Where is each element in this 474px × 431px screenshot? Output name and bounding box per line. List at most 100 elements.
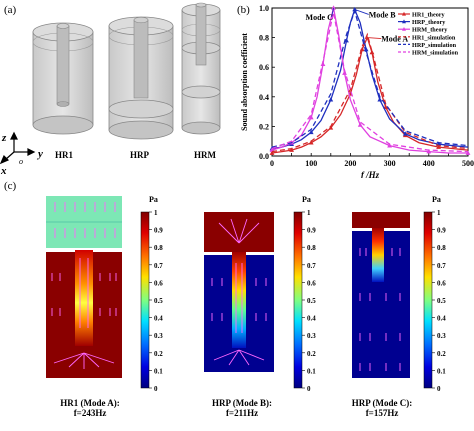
colorbar-tick-label: 0.7 [437,262,446,270]
colorbar-tick-label: 0.8 [154,244,163,252]
series-line-hrp-simulation [271,8,469,148]
annotation-label: Mode A [381,35,408,44]
colorbar-tick-label: 0.2 [154,350,163,358]
series-point [402,131,408,136]
colorbar-tick-label: 0.7 [307,262,316,270]
series-point [269,150,275,155]
colorbar-tick-label: 0.1 [307,367,316,375]
colorbar-tick-label: 0.6 [307,279,316,287]
hrm-model [181,2,221,135]
y-tick-label: 0.8 [259,34,269,43]
colorbar-tick-label: 0.5 [437,297,446,305]
series-point [328,125,334,130]
y-tick-label: 0.0 [259,152,269,161]
panel-label-a: (a) [4,4,17,16]
caption-hr1: HR1 (Mode A): f=243Hz [40,398,140,418]
colorbar-tick-label: 0.8 [437,244,446,252]
series-point [426,148,432,154]
colorbar-tick-label: 0.5 [307,297,316,305]
model-drawings: z y x o [0,2,221,177]
series-point [369,49,375,55]
axis-x-label: x [0,165,7,177]
colorbar-tick-label: 0 [154,385,158,393]
axis-origin-label: o [19,157,23,166]
colorbar-unit-1: Pa [149,195,158,204]
x-axis-label: f /Hz [361,170,380,178]
axis-y-label: y [36,148,43,160]
model-label-hrp: HRP [130,150,149,160]
colorbar-tick-label: 0.6 [154,279,163,287]
colorbar-tick-label: 0.4 [154,315,163,323]
series-point [387,143,392,148]
colorbar-tick-label: 0.2 [437,350,446,358]
series-point [308,140,314,145]
x-tick-label: 0 [270,159,274,168]
series-point [331,5,336,10]
caption-hrp-c-line1: HRP (Mode C): [351,398,413,408]
colorbar-tick-label: 0.3 [307,332,316,340]
annotation-arrow [331,7,334,18]
colorbar-tick-label: 0.1 [437,367,446,375]
colorbar-tick-label: 0.3 [437,332,446,340]
x-tick-label: 300 [384,159,396,168]
series-point [357,122,363,127]
legend-label: HRM_theory [412,27,448,34]
panel-label-c: (c) [4,180,17,192]
colorbar-tick-label: 0.6 [437,279,446,287]
legend-label: HR1_simulation [412,34,456,41]
y-tick-label: 0.2 [259,122,269,131]
series-point [328,97,334,102]
colorbar-tick-label: 0.8 [307,244,316,252]
colorbar-tick-label: 1 [154,209,158,217]
legend-label: HRP_simulation [412,42,457,49]
pressure-fields: Pa 1 0.9 0.8 0.7 0.6 0.5 0.4 0.3 0.2 0.1 0 Pa 1 0.9 0.8… [46,195,446,393]
annotation-arrow [354,9,369,15]
series-point [289,147,294,152]
field-hrp-mode-b [204,212,274,372]
axes-triad [0,131,36,165]
model-label-hrm: HRM [194,150,216,160]
colorbar-tick-label: 0.9 [437,227,446,235]
caption-hrp-b-line1: HRP (Mode B): [212,398,272,408]
legend-marker [402,11,406,16]
model-label-hr1: HR1 [55,150,73,160]
colorbar-tick-label: 1 [437,209,441,217]
caption-hr1-line1: HR1 (Mode A): [60,398,120,408]
x-tick-label: 200 [344,159,356,168]
colorbar-tick-label: 0.3 [154,332,163,340]
legend-label: HR1_theory [412,12,446,19]
caption-hrp-c: HRP (Mode C): f=157Hz [332,398,432,418]
field-hr1-mode-a [46,196,122,378]
colorbar-unit-2: Pa [302,195,311,204]
series-point [308,114,314,120]
annotation-arrow [367,37,382,40]
legend-marker [402,19,406,24]
caption-hrp-b: HRP (Mode B): f=211Hz [192,398,292,418]
series-point [308,129,314,135]
annotation-label: Mode B [369,10,397,19]
field-hrp-mode-c [352,212,410,378]
y-tick-label: 0.4 [259,93,269,102]
colorbar-tick-label: 0.9 [154,227,163,235]
series-point [377,97,383,102]
caption-hrp-b-line2: f=211Hz [225,408,259,418]
colorbar-3 [423,211,433,389]
hrp-model [108,16,174,140]
x-tick-label: 100 [305,159,317,168]
plot-frame [271,7,469,157]
colorbar-1 [140,211,150,389]
colorbar-tick-label: 0.2 [307,350,316,358]
legend-label: HRP_theory [412,19,446,26]
legend-marker [402,27,406,31]
series-point [436,144,441,149]
hr1-model [32,22,94,135]
colorbar-tick-label: 0.4 [437,315,446,323]
colorbar-tick-label: 0.9 [307,227,316,235]
series-line-hrm-simulation [271,12,469,153]
axis-z-label: z [1,132,7,144]
colorbar-unit-3: Pa [432,195,441,204]
y-tick-label: 1.0 [259,4,269,13]
x-tick-label: 400 [423,159,435,168]
x-tick-label: 500 [462,159,474,168]
legend-label: HRM_simulation [412,50,459,57]
